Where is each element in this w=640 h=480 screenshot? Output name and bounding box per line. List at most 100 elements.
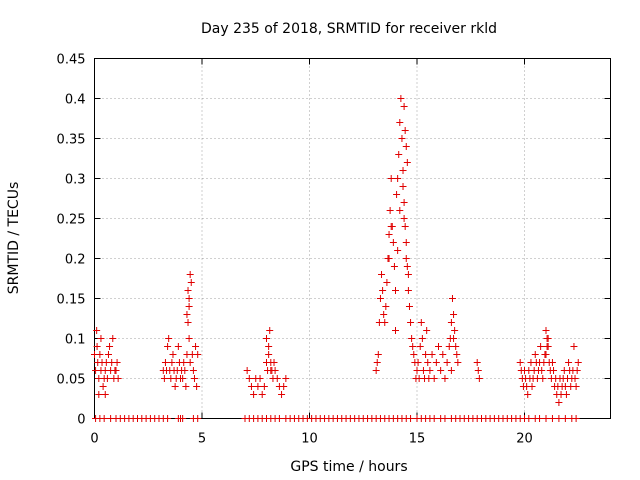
data-point [401, 223, 409, 230]
x-tick-label: 20 [516, 432, 533, 447]
data-point [164, 343, 172, 350]
data-point [404, 287, 412, 294]
data-point [407, 319, 415, 326]
data-point [184, 319, 192, 326]
data-point [539, 375, 547, 382]
data-point [164, 415, 172, 422]
y-tick-label: 0.4 [65, 93, 86, 108]
x-tick-label: 10 [301, 432, 318, 447]
data-point [263, 335, 270, 342]
data-point [181, 367, 189, 374]
data-point [187, 279, 195, 286]
data-point [393, 191, 401, 198]
x-axis-title: GPS time / hours [290, 459, 407, 475]
data-point [373, 359, 381, 366]
data-point [182, 383, 190, 390]
data-point [258, 391, 266, 398]
y-tick-label: 0.05 [57, 373, 86, 388]
data-point [190, 375, 198, 382]
data-point [99, 383, 107, 390]
data-point [106, 343, 114, 350]
data-point [544, 343, 552, 350]
data-point [451, 327, 459, 334]
data-point [189, 367, 197, 374]
data-point [266, 327, 274, 334]
data-point [97, 335, 105, 342]
data-point [531, 351, 539, 358]
data-point [450, 335, 458, 342]
data-point [400, 103, 408, 110]
data-point [445, 343, 453, 350]
data-point [402, 239, 410, 246]
data-point [573, 367, 581, 374]
data-point [109, 335, 117, 342]
data-point [409, 343, 417, 350]
data-point [570, 343, 578, 350]
data-point [104, 351, 112, 358]
data-point [169, 351, 177, 358]
data-point [160, 375, 168, 382]
data-point [387, 175, 395, 182]
data-point [390, 263, 398, 270]
data-point [403, 159, 411, 166]
data-point [113, 359, 121, 366]
data-point [194, 351, 202, 358]
data-point [183, 311, 191, 318]
data-point [548, 359, 556, 366]
data-point [184, 287, 192, 294]
y-tick-label: 0.2 [65, 253, 86, 268]
data-point [385, 255, 393, 262]
data-point [180, 359, 188, 366]
y-tick-label: 0.45 [57, 53, 86, 68]
data-point [383, 279, 391, 286]
data-point [437, 367, 445, 374]
data-point [572, 415, 580, 422]
data-point [93, 343, 101, 350]
data-point [395, 151, 403, 158]
y-tick-label: 0.3 [65, 173, 86, 188]
data-point [381, 319, 389, 326]
data-point [396, 119, 404, 126]
data-point [275, 415, 283, 422]
data-point [426, 367, 434, 374]
data-point [572, 383, 580, 390]
y-tick-label: 0.25 [57, 213, 86, 228]
y-tick-label: 0.15 [57, 293, 86, 308]
data-point [561, 415, 569, 422]
data-point [179, 415, 187, 422]
chart-title: Day 235 of 2018, SRMTID for receiver rkl… [201, 21, 497, 37]
data-point [542, 327, 550, 334]
data-point [516, 359, 524, 366]
data-point [95, 391, 103, 398]
data-point [161, 359, 169, 366]
data-point [380, 311, 388, 318]
data-point [416, 343, 424, 350]
data-point [447, 367, 455, 374]
data-point [378, 271, 386, 278]
data-points [91, 95, 582, 422]
data-point [245, 375, 253, 382]
data-point [265, 351, 273, 358]
data-point [555, 399, 563, 406]
data-point [405, 303, 413, 310]
data-point [424, 359, 432, 366]
data-point [394, 175, 402, 182]
data-point [273, 375, 281, 382]
data-point [401, 127, 409, 134]
data-point [400, 215, 408, 222]
data-point [404, 271, 412, 278]
data-point [413, 367, 421, 374]
data-point [555, 415, 563, 422]
data-point [278, 391, 286, 398]
data-point [185, 295, 193, 302]
data-point [103, 375, 111, 382]
data-point [408, 335, 416, 342]
data-point [423, 327, 431, 334]
data-point [267, 367, 275, 374]
data-point [399, 183, 407, 190]
data-point [453, 351, 461, 358]
data-point [536, 415, 544, 422]
data-point [402, 143, 410, 150]
data-point [165, 335, 173, 342]
